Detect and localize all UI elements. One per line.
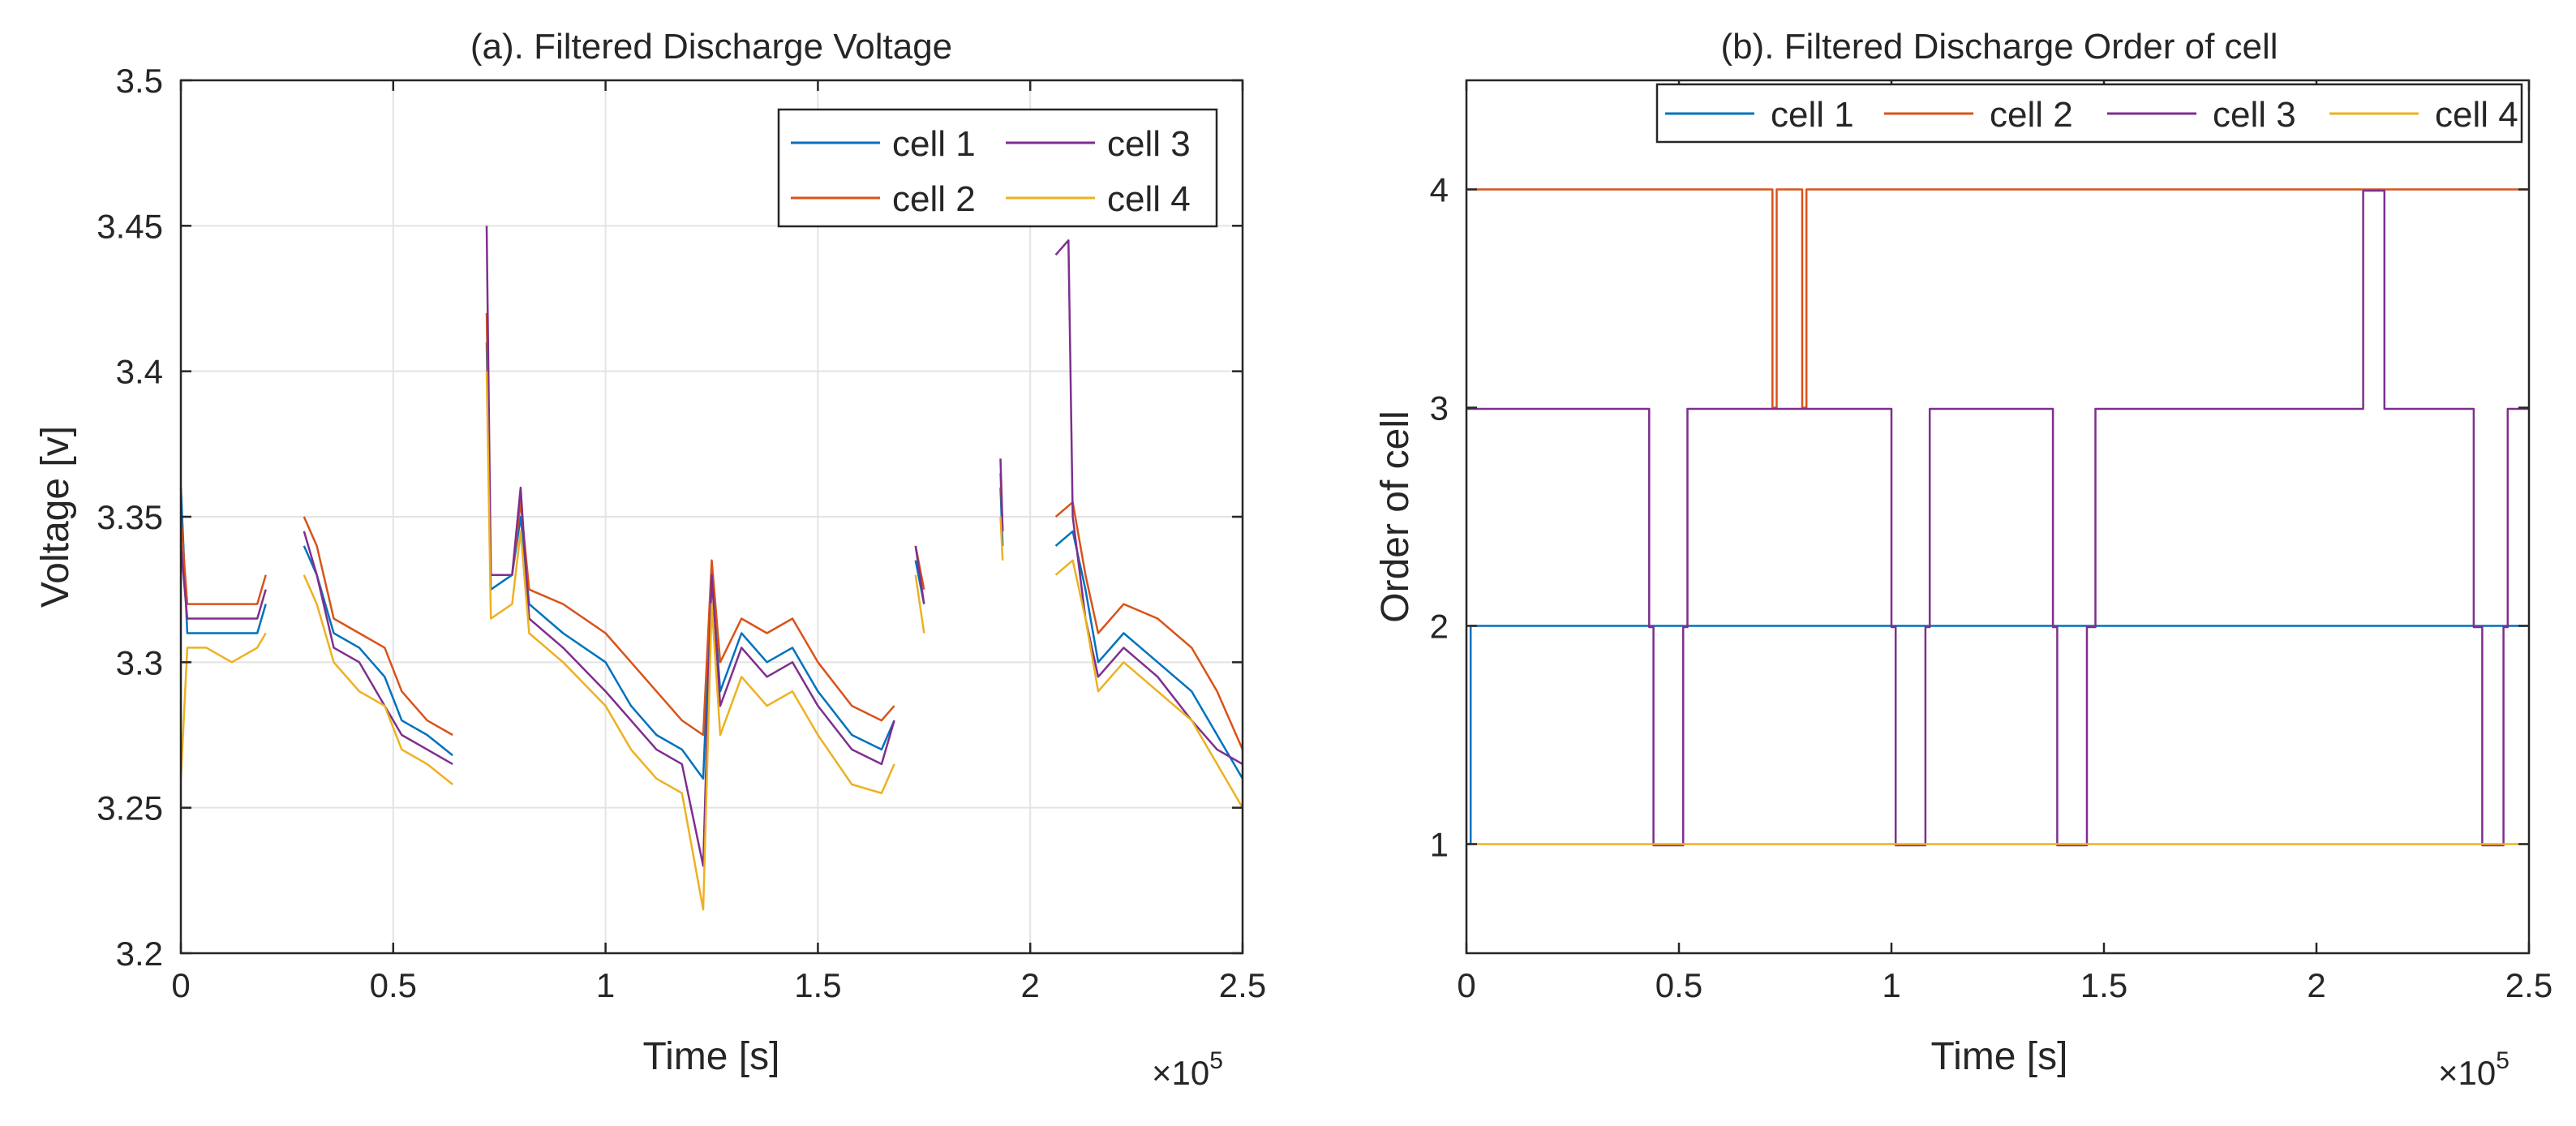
voltage-y-axis-label: Voltage [v] [34, 426, 77, 608]
voltage-series-cell-3-segment [485, 226, 895, 867]
order-y-axis-label: Order of cell [1374, 410, 1417, 622]
order-x-axis-label: Time [s] [1931, 1035, 2068, 1078]
legend-label-cell-3: cell 3 [1107, 124, 1191, 164]
order-chart-title: (b). Filtered Discharge Order of cell [1720, 27, 2278, 67]
voltage-y-tick-label: 3.5 [116, 62, 163, 100]
voltage-legend: cell 1 cell 3 cell 2 cell 4 [777, 108, 1218, 228]
legend-label-cell-3: cell 3 [2213, 95, 2296, 135]
order-series-cell-3-segment [1466, 189, 2529, 847]
order-y-tick-label: 1 [1430, 826, 1449, 864]
voltage-series-cell-4-segment [485, 371, 895, 911]
voltage-series-cell-3-segment [914, 545, 925, 604]
legend-label-cell-4: cell 4 [2435, 95, 2518, 135]
order-x-tick-label: 2.5 [2505, 966, 2552, 1004]
voltage-x-tick-label: 2 [1021, 966, 1040, 1004]
order-series [1466, 188, 2529, 847]
voltage-ticks: 0 0.5 1 1.5 2 2.5 3.2 3.25 3.3 3.35 3.4 3.45 3.5 [97, 62, 1266, 1004]
voltage-x-tick-label: 0.5 [370, 966, 417, 1004]
voltage-series [179, 226, 1244, 911]
legend-label-cell-2: cell 2 [892, 179, 976, 219]
voltage-y-tick-label: 3.45 [97, 207, 163, 245]
voltage-series-cell-3-segment [1054, 239, 1243, 765]
voltage-legend-box [777, 108, 1218, 228]
voltage-series-cell-4-segment [999, 516, 1004, 561]
order-chart: 0 0.5 1 1.5 2 2.5 1 2 3 4 (b). Filtered Discharge… [1374, 27, 2552, 1092]
order-x-tick-label: 1.5 [2080, 966, 2127, 1004]
voltage-y-tick-label: 3.4 [116, 353, 163, 391]
voltage-series-cell-3-segment [999, 458, 1004, 531]
voltage-x-tick-label: 1 [596, 966, 615, 1004]
voltage-series-cell-2-segment [1054, 501, 1244, 750]
order-y-tick-label: 2 [1430, 608, 1449, 646]
voltage-series-cell-2-segment [485, 312, 895, 737]
voltage-x-tick-label: 0 [171, 966, 190, 1004]
voltage-x-axis-label: Time [s] [643, 1035, 780, 1078]
order-x-tick-label: 0.5 [1655, 966, 1702, 1004]
voltage-series-cell-3-segment [179, 545, 267, 620]
order-legend: cell 1 cell 2 cell 3 cell 4 [1655, 83, 2523, 144]
voltage-y-tick-label: 3.25 [97, 789, 163, 827]
order-x-tick-label: 0 [1457, 966, 1475, 1004]
order-x-exponent: ×105 [2438, 1047, 2509, 1092]
legend-label-cell-1: cell 1 [892, 124, 976, 164]
order-y-tick-label: 3 [1430, 389, 1449, 428]
voltage-series-cell-2-segment [179, 516, 267, 605]
voltage-y-tick-label: 3.35 [97, 498, 163, 536]
order-y-tick-label: 4 [1430, 171, 1449, 209]
order-x-tick-label: 2 [2307, 966, 2325, 1004]
voltage-series-cell-4-segment [303, 574, 453, 785]
voltage-series-cell-1-segment [303, 545, 453, 757]
voltage-chart-title: (a). Filtered Discharge Voltage [470, 27, 952, 67]
voltage-series-cell-4-segment [914, 574, 925, 634]
voltage-y-tick-label: 3.2 [116, 935, 163, 973]
voltage-series-cell-3-segment [303, 531, 453, 765]
order-x-tick-label: 1 [1882, 966, 1900, 1004]
voltage-series-cell-1-segment [179, 488, 267, 634]
voltage-y-tick-label: 3.3 [116, 643, 163, 681]
order-series-cell-2-segment [1466, 188, 2529, 409]
order-legend-box [1655, 83, 2523, 144]
voltage-series-cell-4-segment [179, 632, 267, 779]
voltage-chart: 0 0.5 1 1.5 2 2.5 3.2 3.25 3.3 3.35 3.4 3.45 3.5 (a)… [34, 27, 1266, 1092]
legend-label-cell-1: cell 1 [1771, 95, 1854, 135]
order-series-cell-1-segment [1466, 625, 2529, 845]
voltage-x-tick-label: 1.5 [794, 966, 841, 1004]
legend-label-cell-4: cell 4 [1107, 179, 1191, 219]
order-ticks: 0 0.5 1 1.5 2 2.5 1 2 3 4 [1430, 80, 2552, 1004]
voltage-series-cell-1-segment [485, 342, 895, 780]
voltage-series-cell-2-segment [303, 516, 453, 737]
voltage-series-cell-4-segment [1054, 559, 1244, 809]
voltage-x-tick-label: 2.5 [1219, 966, 1266, 1004]
voltage-x-exponent: ×105 [1152, 1047, 1223, 1092]
order-plot-frame [1465, 79, 2531, 955]
legend-label-cell-2: cell 2 [1990, 95, 2073, 135]
